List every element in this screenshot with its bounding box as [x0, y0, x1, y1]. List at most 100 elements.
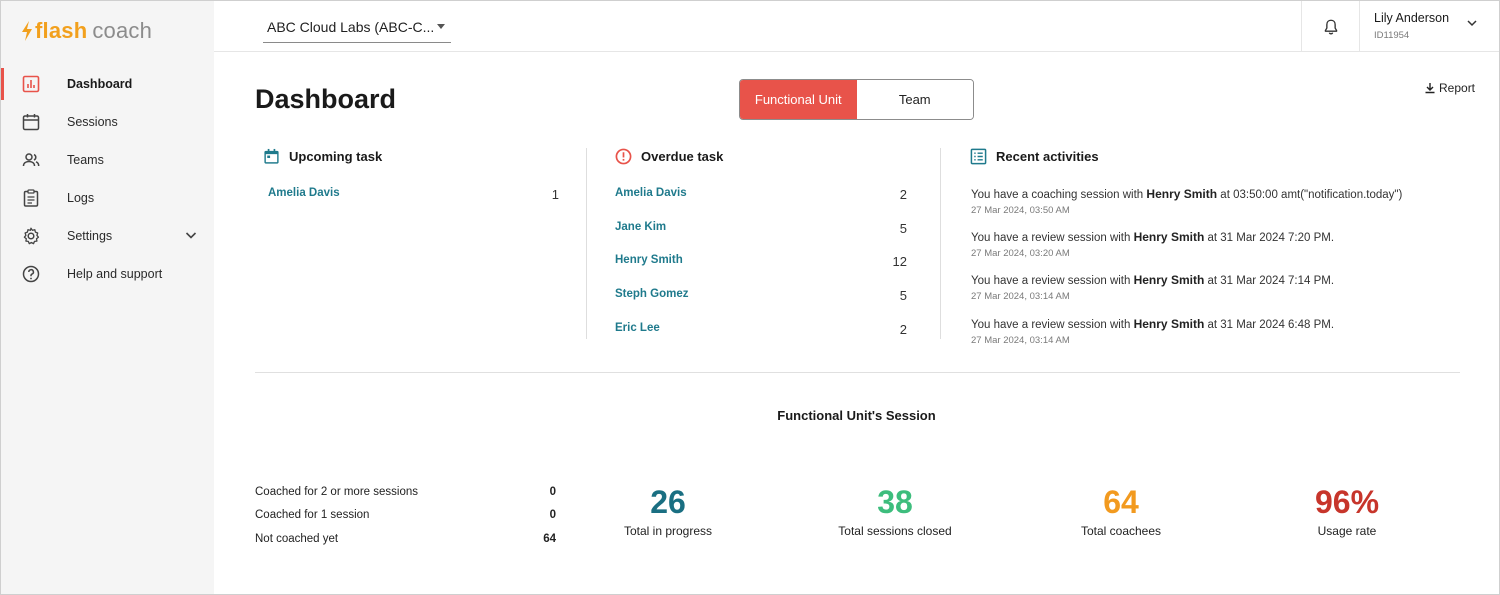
list-item: Eric Lee 2 — [615, 322, 907, 337]
activity-prefix: You have a coaching session with — [971, 189, 1144, 201]
toggle-functional-unit[interactable]: Functional Unit — [740, 80, 857, 119]
notifications-button[interactable] — [1301, 1, 1360, 52]
recent-activities-header: Recent activities — [970, 148, 1099, 165]
organization-select-value: ABC Cloud Labs (ABC-C... — [267, 18, 435, 35]
breakdown-label: Coached for 1 session — [255, 509, 370, 521]
overdue-task-name[interactable]: Jane Kim — [615, 221, 667, 233]
view-toggle: Functional Unit Team — [739, 79, 974, 120]
recent-activities-title: Recent activities — [996, 149, 1099, 164]
activity-text: You have a coaching session with Henry S… — [971, 187, 1441, 201]
kpi-value: 26 — [650, 484, 686, 520]
sidebar-item-label: Settings — [67, 229, 113, 243]
clipboard-icon — [21, 188, 41, 208]
kpi-value: 64 — [1103, 484, 1139, 520]
kpi-label: Usage rate — [1317, 524, 1377, 538]
activity-time: 27 Mar 2024, 03:14 AM — [971, 335, 1070, 346]
sidebar-item-teams[interactable]: Teams — [1, 141, 214, 179]
sidebar-item-logs[interactable]: Logs — [1, 179, 214, 217]
overdue-task-count: 2 — [899, 187, 907, 202]
activity-person: Henry Smith — [1146, 187, 1218, 201]
brand-logo[interactable]: flash coach — [21, 17, 152, 45]
list-item: Jane Kim 5 — [615, 221, 907, 236]
overdue-task-title: Overdue task — [641, 149, 724, 164]
brand-flash: flash — [35, 18, 88, 43]
upcoming-task-name[interactable]: Amelia Davis — [268, 187, 340, 199]
sidebar-item-label: Help and support — [67, 267, 163, 281]
activity-suffix: at 31 Mar 2024 6:48 PM. — [1207, 319, 1335, 331]
sidebar-item-label: Logs — [67, 191, 95, 205]
list-item: Amelia Davis 1 — [268, 187, 559, 202]
kpi-total-in-progress: 26 Total in progress — [568, 483, 768, 538]
people-icon — [21, 150, 41, 170]
report-button[interactable]: Report — [1424, 81, 1475, 95]
overdue-task-name[interactable]: Henry Smith — [615, 254, 683, 266]
calendar-icon — [21, 112, 41, 132]
activity-item[interactable]: You have a review session with Henry Smi… — [971, 317, 1441, 346]
activity-suffix: at 31 Mar 2024 7:20 PM. — [1207, 232, 1335, 244]
caret-down-icon — [437, 24, 445, 29]
bar-chart-icon — [21, 74, 41, 94]
chevron-down-icon[interactable] — [1466, 17, 1478, 29]
list-item: Henry Smith 12 — [615, 254, 907, 269]
kpi-label: Total sessions closed — [838, 524, 952, 538]
activity-prefix: You have a review session with — [971, 275, 1131, 287]
activity-person: Henry Smith — [1133, 317, 1205, 331]
download-icon — [1425, 83, 1435, 94]
gear-icon — [21, 226, 41, 246]
help-circle-icon — [21, 264, 41, 284]
activity-prefix: You have a review session with — [971, 319, 1131, 331]
activity-item[interactable]: You have a review session with Henry Smi… — [971, 230, 1441, 259]
user-menu[interactable]: Lily Anderson ID11954 — [1374, 11, 1484, 41]
user-id: ID11954 — [1374, 30, 1410, 41]
activity-text: You have a review session with Henry Smi… — [971, 317, 1441, 331]
section-divider — [255, 372, 1460, 373]
breakdown-label: Coached for 2 or more sessions — [255, 486, 418, 498]
page-title: Dashboard — [255, 84, 397, 114]
breakdown-value: 0 — [549, 509, 556, 521]
overdue-task-count: 5 — [899, 221, 907, 236]
list-icon — [970, 148, 987, 165]
activity-item[interactable]: You have a coaching session with Henry S… — [971, 187, 1441, 216]
overdue-task-header: Overdue task — [615, 148, 723, 165]
alert-circle-icon — [615, 148, 632, 165]
recent-activities-panel: Recent activities — [970, 148, 1099, 165]
breakdown-value: 64 — [543, 533, 556, 545]
list-item: Steph Gomez 5 — [615, 288, 907, 303]
sidebar-item-sessions[interactable]: Sessions — [1, 103, 214, 141]
activity-item[interactable]: You have a review session with Henry Smi… — [971, 273, 1441, 302]
breakdown-row: Coached for 2 or more sessions 0 — [255, 486, 556, 498]
breakdown-value: 0 — [549, 486, 556, 498]
sidebar-item-label: Teams — [67, 153, 104, 167]
kpi-value: 38 — [877, 484, 913, 520]
topbar: ABC Cloud Labs (ABC-C... Lily Anderson I… — [214, 1, 1499, 52]
organization-select[interactable]: ABC Cloud Labs (ABC-C... — [263, 11, 451, 43]
overdue-task-count: 12 — [892, 254, 907, 269]
overdue-task-name[interactable]: Amelia Davis — [615, 187, 687, 199]
panel-divider — [940, 148, 941, 339]
kpi-label: Total in progress — [623, 524, 713, 538]
sidebar-item-label: Sessions — [67, 115, 118, 129]
brand-coach: coach — [92, 18, 153, 43]
list-item: Amelia Davis 2 — [615, 187, 907, 202]
activity-time: 27 Mar 2024, 03:14 AM — [971, 291, 1070, 302]
toggle-team[interactable]: Team — [856, 80, 973, 119]
calendar-icon — [264, 148, 279, 164]
panel-divider — [586, 148, 587, 339]
activity-text: You have a review session with Henry Smi… — [971, 230, 1441, 244]
sidebar-nav: Dashboard Sessions Teams Logs Settings — [1, 65, 214, 293]
activity-person: Henry Smith — [1133, 230, 1205, 244]
sidebar-item-settings[interactable]: Settings — [1, 217, 214, 255]
sidebar: flash coach Dashboard Sessions Teams Lo — [1, 1, 214, 594]
overdue-task-count: 2 — [899, 322, 907, 337]
overdue-task-name[interactable]: Steph Gomez — [615, 288, 689, 300]
chevron-down-icon[interactable] — [184, 228, 198, 242]
activity-suffix: at 31 Mar 2024 7:14 PM. — [1207, 275, 1335, 287]
overdue-task-name[interactable]: Eric Lee — [615, 322, 660, 334]
user-name: Lily Anderson — [1374, 11, 1450, 25]
sidebar-item-dashboard[interactable]: Dashboard — [1, 65, 214, 103]
activity-time: 27 Mar 2024, 03:20 AM — [971, 248, 1070, 259]
kpi-usage-rate: 96% Usage rate — [1247, 483, 1447, 538]
sidebar-item-help[interactable]: Help and support — [1, 255, 214, 293]
activity-prefix: You have a review session with — [971, 232, 1131, 244]
upcoming-task-panel: Upcoming task — [263, 148, 382, 165]
